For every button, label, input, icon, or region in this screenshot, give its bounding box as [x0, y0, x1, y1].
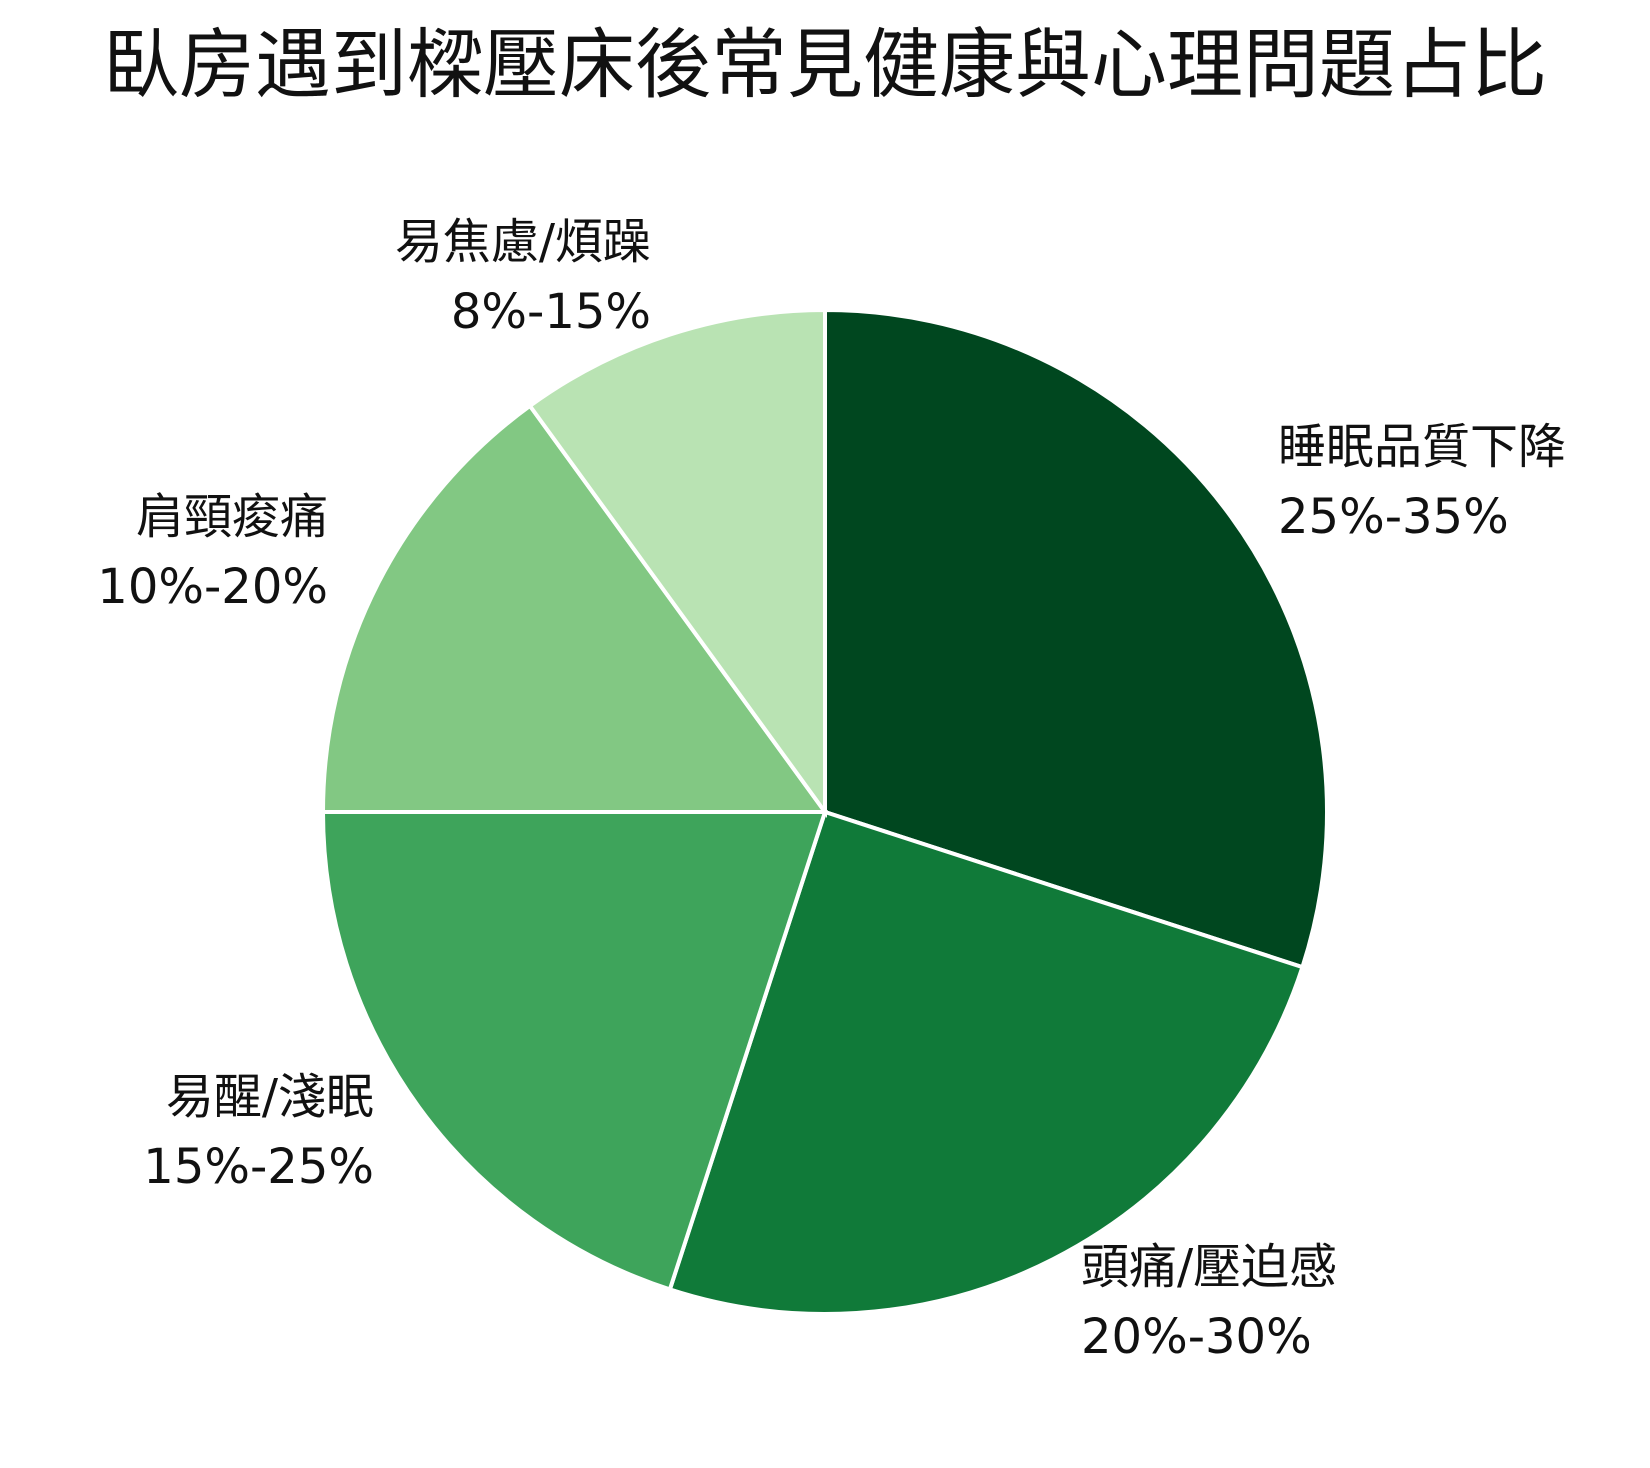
pie-slice	[320, 403, 829, 814]
slice-label: 頭痛/壓迫感	[1081, 1239, 1337, 1295]
slice-label: 肩頸痠痛	[136, 489, 328, 545]
slice-label: 易醒/淺眠	[166, 1069, 374, 1125]
pie-slice	[320, 810, 828, 1292]
pie-slice	[667, 809, 1305, 1316]
pie-slice	[823, 307, 1329, 970]
slice-value-label: 20%-30%	[1081, 1309, 1312, 1365]
slice-value-label: 8%-15%	[451, 284, 651, 340]
slice-label: 睡眠品質下降	[1278, 419, 1566, 475]
slice-label: 易焦慮/煩躁	[395, 214, 651, 270]
slice-value-label: 10%-20%	[97, 559, 328, 615]
slice-value-label: 15%-25%	[143, 1139, 374, 1195]
pie-slice	[527, 307, 827, 819]
slice-value-label: 25%-35%	[1278, 489, 1509, 545]
chart-title: 臥房遇到樑壓床後常見健康與心理問題占比	[103, 20, 1547, 109]
